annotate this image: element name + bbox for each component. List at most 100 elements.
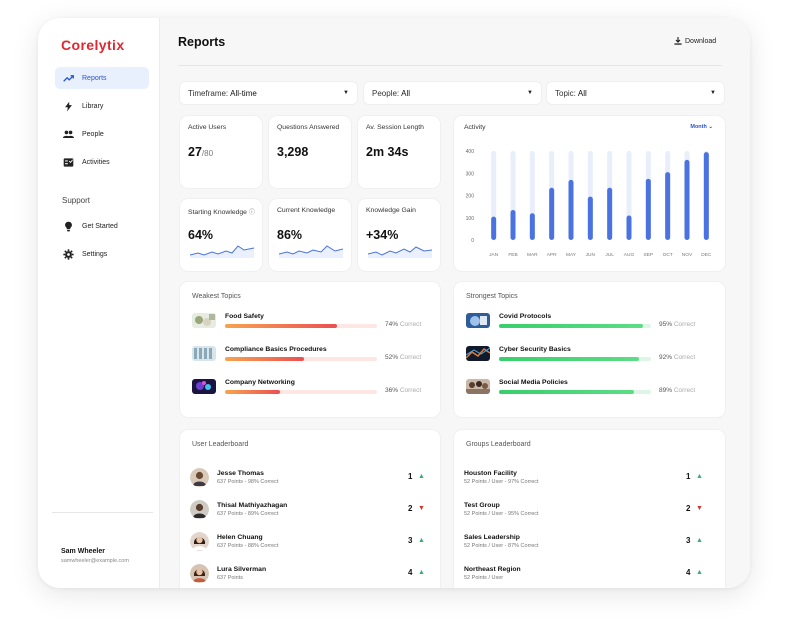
leaderboard-row[interactable]: Northeast Region 52 Points / User 4 ▲ [464, 564, 704, 588]
x-tick-label: JUN [586, 252, 596, 258]
topic-select[interactable]: Topic: All ▼ [547, 82, 724, 104]
progress-track [499, 324, 651, 328]
filter-label: Topic: [555, 88, 576, 98]
period-select[interactable]: Month ⌄ [690, 124, 713, 130]
caret-down-icon: ▼ [343, 90, 349, 96]
bar-dec[interactable] [703, 152, 709, 240]
x-tick-label: MAY [566, 252, 577, 258]
topic-row[interactable]: Compliance Basics Procedures 52% Correct [192, 346, 438, 368]
progress-fill [225, 390, 280, 394]
leaderboard-rank: 1 [686, 472, 691, 481]
leaderboard-row[interactable]: Helen Chuang 637 Points - 88% Correct 3 … [190, 532, 430, 560]
timeframe-select[interactable]: Timeframe: All-time ▼ [180, 82, 357, 104]
leaderboard-rank: 4 [686, 568, 691, 577]
stat-label: Starting Knowledge ⓘ [188, 209, 255, 216]
starting-knowledge-card: Starting Knowledge ⓘ 64% [180, 199, 262, 271]
sidebar-item-reports[interactable]: Reports [55, 67, 149, 89]
bar-mar[interactable] [529, 213, 535, 240]
leaderboard-name: Thisal Mathiyazhagan [217, 502, 288, 509]
people-icon [63, 130, 74, 138]
stat-label: Av. Session Length [366, 124, 424, 131]
y-tick-label: 400 [466, 149, 475, 155]
trend-down-icon: ▼ [696, 505, 703, 512]
stat-value: +34% [366, 228, 399, 242]
bar-feb[interactable] [510, 209, 516, 240]
progress-fill [499, 390, 635, 394]
topic-row[interactable]: Social Media Policies 89% Correct [466, 379, 712, 401]
topic-percent: 52% Correct [385, 354, 422, 361]
x-tick-label: APR [547, 252, 557, 258]
user-leaderboard-card: User Leaderboard Jesse Thomas 637 Points… [180, 430, 440, 588]
avatar [190, 468, 209, 487]
active-users-card: Active Users 27/80 [180, 116, 262, 188]
brand-logo[interactable]: Corelytix [61, 37, 125, 53]
leaderboard-row[interactable]: Test Group 52 Points / User - 95% Correc… [464, 500, 704, 528]
leaderboard-rank: 2 [408, 504, 413, 513]
bar-jul[interactable] [607, 187, 613, 240]
strongest-topics-card: Strongest Topics Covid Protocols 95% Cor… [454, 282, 725, 417]
sidebar-item-settings[interactable]: Settings [55, 243, 149, 265]
social-media-thumbnail [466, 379, 490, 394]
leaderboard-sub: 52 Points / User - 95% Correct [464, 511, 539, 517]
filter-label: Timeframe: [188, 88, 229, 98]
leaderboard-name: Sales Leadership [464, 534, 520, 541]
sparkline [190, 245, 254, 258]
leaderboard-rank: 3 [408, 536, 413, 545]
leaderboard-rank: 3 [686, 536, 691, 545]
topic-percent: 74% Correct [385, 321, 422, 328]
avatar [190, 500, 209, 519]
sidebar-item-label: People [82, 130, 104, 138]
sidebar-item-get-started[interactable]: Get Started [55, 215, 149, 237]
bar-nov[interactable] [684, 159, 690, 240]
topic-name: Covid Protocols [499, 313, 552, 320]
bar-aug[interactable] [626, 215, 632, 240]
topic-row[interactable]: Cyber Security Basics 92% Correct [466, 346, 712, 368]
topic-name: Cyber Security Basics [499, 346, 571, 353]
sidebar-item-activities[interactable]: Activities [55, 151, 149, 173]
stat-value: 27/80 [188, 145, 214, 159]
caret-down-icon: ▼ [710, 90, 716, 96]
progress-track [499, 390, 651, 394]
topic-row[interactable]: Covid Protocols 95% Correct [466, 313, 712, 335]
trend-down-icon: ▼ [418, 505, 425, 512]
leaderboard-name: Lura Silverman [217, 566, 267, 573]
download-icon [674, 37, 682, 45]
stat-value: 3,298 [277, 145, 309, 159]
bar-jun[interactable] [587, 196, 593, 240]
sparkline [279, 245, 343, 258]
questions-answered-card: Questions Answered 3,298 [269, 116, 351, 188]
people-select[interactable]: People: All ▼ [364, 82, 541, 104]
x-tick-label: FEB [508, 252, 517, 258]
leaderboard-row[interactable]: Thisal Mathiyazhagan 637 Points - 89% Co… [190, 500, 430, 528]
leaderboard-row[interactable]: Houston Facility 52 Points / User - 97% … [464, 468, 704, 496]
info-icon[interactable]: ⓘ [248, 210, 255, 216]
x-tick-label: JAN [489, 252, 499, 258]
user-name[interactable]: Sam Wheeler [61, 548, 105, 555]
bar-sep[interactable] [645, 178, 651, 240]
leaderboard-name: Houston Facility [464, 470, 517, 477]
stat-value: 86% [277, 228, 303, 242]
download-button[interactable]: Download [674, 37, 716, 45]
bar-may[interactable] [568, 179, 574, 240]
leaderboard-row[interactable]: Lura Silverman 637 Points 4 ▲ [190, 564, 430, 588]
bar-apr[interactable] [549, 187, 555, 240]
bar-jan[interactable] [491, 216, 497, 240]
progress-track [499, 357, 651, 361]
sidebar: Corelytix Reports Library People Activit… [38, 18, 160, 588]
leaderboard-sub: 637 Points [217, 575, 243, 581]
leaderboard-row[interactable]: Jesse Thomas 637 Points - 98% Correct 1 … [190, 468, 430, 496]
main-content: Reports Download Timeframe: All-time ▼ P… [160, 18, 750, 588]
leaderboard-sub: 637 Points - 89% Correct [217, 511, 279, 517]
sidebar-item-library[interactable]: Library [55, 95, 149, 117]
leaderboard-row[interactable]: Sales Leadership 52 Points / User - 87% … [464, 532, 704, 560]
sidebar-item-people[interactable]: People [55, 123, 149, 145]
stat-label: Active Users [188, 124, 227, 131]
topic-row[interactable]: Company Networking 36% Correct [192, 379, 438, 401]
bar-oct[interactable] [665, 172, 671, 240]
topic-row[interactable]: Food Safety 74% Correct [192, 313, 438, 335]
x-tick-label: OCT [663, 252, 673, 258]
progress-track [225, 357, 377, 361]
stat-label: Knowledge Gain [366, 207, 416, 214]
cyber-security-thumbnail [466, 346, 490, 361]
caret-down-icon: ▼ [527, 90, 533, 96]
